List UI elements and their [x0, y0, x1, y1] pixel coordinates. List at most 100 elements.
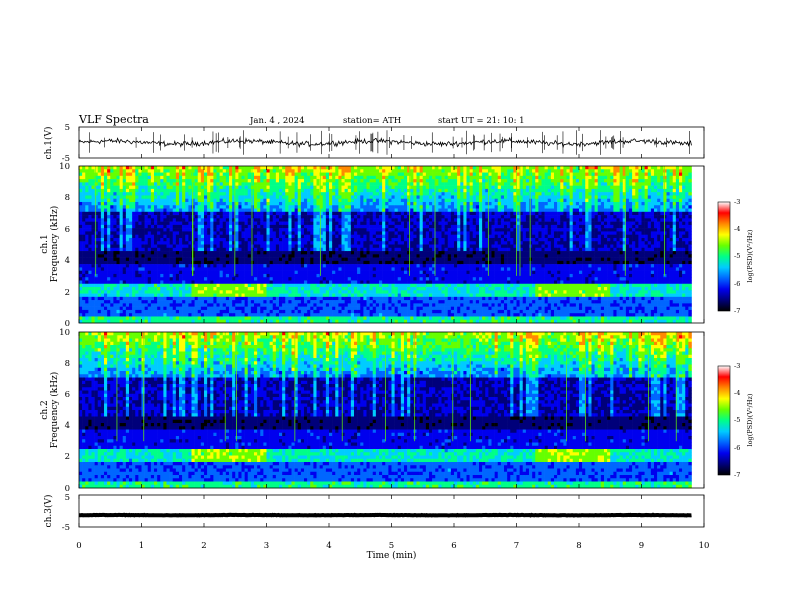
spec1-cell [347, 316, 352, 321]
spec1-cell [97, 228, 102, 232]
spec1-cell [310, 211, 314, 216]
spec1-cell [182, 251, 186, 255]
spec1-cell [150, 166, 155, 170]
spec1-cell [132, 175, 136, 180]
spec1-cell [125, 172, 130, 177]
spec1-cell [157, 175, 161, 180]
spec1-cell [94, 306, 99, 311]
spec1-cell [172, 188, 177, 193]
spec1-cell [213, 208, 217, 213]
spec1-cell [379, 277, 383, 281]
spec1-cell [344, 309, 349, 314]
spec1-cell [382, 175, 386, 180]
spec1-cell [213, 260, 217, 265]
spec1-cell [329, 319, 333, 324]
spec1-cell [332, 319, 336, 324]
spec1-cell [375, 179, 380, 183]
spec1-cell [188, 280, 192, 285]
spec1-cell [169, 280, 174, 285]
spec1-cell [232, 267, 236, 271]
spec1-cell [132, 293, 136, 298]
spec1-cell [194, 215, 199, 219]
spec1-cell [385, 208, 389, 213]
spec1-cell [225, 224, 230, 229]
spec1-cell [88, 198, 92, 203]
spec1-cell [350, 179, 355, 183]
spec1-cell [132, 251, 136, 255]
spec1-cell [229, 244, 233, 249]
spec1-cell [229, 267, 233, 271]
spec1-cell [191, 316, 195, 321]
spec1-cell [313, 273, 317, 278]
spec1-cell [388, 182, 392, 186]
spec1-cell [344, 175, 349, 180]
spec1-cell [185, 234, 189, 239]
spec1-cell [379, 211, 383, 216]
spec1-cell [194, 211, 199, 216]
spec1-cell [300, 319, 305, 324]
spec1-cell [125, 251, 130, 255]
spec1-cell [288, 241, 292, 245]
spec1-cell [379, 309, 383, 314]
spec1-cell [207, 175, 211, 180]
spec1-cell [285, 179, 289, 183]
spec1-cell [269, 179, 274, 183]
spec1-cell [147, 218, 152, 222]
spec1-cell [163, 208, 167, 213]
spec1-cell [282, 247, 286, 252]
spec1-cell [344, 185, 349, 190]
spec1-cell [291, 260, 295, 265]
spec1-cell [135, 192, 139, 196]
spec1-cell [182, 254, 186, 258]
spec1-cell [385, 316, 389, 321]
spec1-cell [369, 264, 374, 268]
spec1-cell [394, 270, 399, 275]
spec1-cell [169, 192, 174, 196]
spec1-cell [385, 287, 389, 291]
spec1-cell [116, 201, 120, 206]
spec1-cell [257, 228, 261, 232]
spec1-cell [216, 283, 220, 288]
spec1-cell [288, 247, 292, 252]
spec1-cell [266, 224, 270, 229]
spec1-cell [216, 247, 220, 252]
spec1-cell [329, 293, 333, 298]
spec1-cell [250, 267, 255, 271]
spec1-cell [132, 231, 136, 235]
spec1-cell [172, 277, 177, 281]
spec1-cell [144, 182, 149, 186]
spec1-cell [132, 211, 136, 216]
spec1-cell [347, 234, 352, 239]
spec1-cell [394, 313, 399, 317]
spec1-cell [375, 251, 380, 255]
spec1-cell [260, 273, 264, 278]
spec1-cell [225, 316, 230, 321]
spec1-cell [282, 195, 286, 200]
spec1-cell [238, 182, 242, 186]
spec1-cell [394, 319, 399, 324]
spec1-cell [363, 300, 367, 304]
spec1-cell [97, 169, 102, 173]
spec1-cell [300, 169, 305, 173]
spec1-cell [360, 237, 364, 242]
spec1-cell [116, 267, 120, 271]
spec1-cell [294, 172, 299, 177]
spec1-cell [297, 182, 302, 186]
spec1-cell [235, 306, 239, 311]
spec1-cell [194, 224, 199, 229]
spec1-cell [347, 287, 352, 291]
spec1-cell [194, 188, 199, 193]
spec1-cell [232, 198, 236, 203]
spec1-cell [107, 188, 111, 193]
spec1-cell [391, 287, 395, 291]
spec1-cell [322, 218, 327, 222]
spec1-cell [172, 185, 177, 190]
spec1-cell [322, 185, 327, 190]
spec1-cell [307, 283, 311, 288]
spec1-cell [238, 300, 242, 304]
spec1-cell [110, 185, 114, 190]
spec1-cell [79, 192, 83, 196]
spec1-cell [307, 231, 311, 235]
spec1-cell [85, 277, 89, 281]
spec1-cell [297, 309, 302, 314]
